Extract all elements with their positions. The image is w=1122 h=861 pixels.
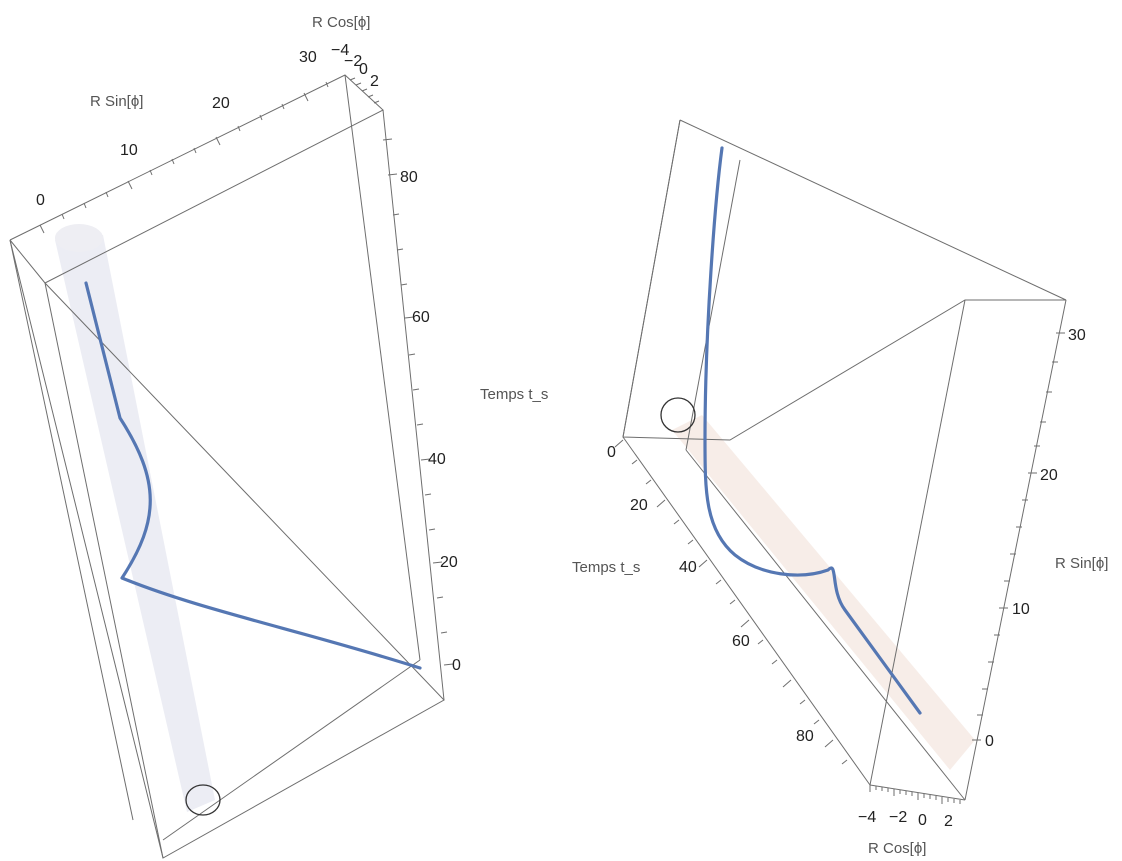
right-rsin-label: R Sin[ϕ] bbox=[1055, 555, 1108, 572]
left-time-tick-label: 20 bbox=[440, 554, 458, 571]
left-rsin-tick-label: 20 bbox=[212, 95, 230, 112]
left-time-tick-label: 0 bbox=[452, 657, 461, 674]
left-box-top bbox=[9, 74, 384, 284]
right-time-label: Temps t_s bbox=[572, 559, 640, 576]
left-bottom-ring bbox=[185, 784, 221, 816]
left-rsin-label: R Sin[ϕ] bbox=[90, 93, 143, 110]
left-time-tick-label: 40 bbox=[428, 451, 446, 468]
right-rcos-ticks bbox=[869, 785, 961, 804]
left-rsin-ticks bbox=[39, 81, 329, 234]
left-rcos-ticks bbox=[349, 77, 380, 104]
right-time-tick-label: 40 bbox=[679, 559, 697, 576]
left-rsin-tick-label: 10 bbox=[120, 142, 138, 159]
left-time-tick-label: 80 bbox=[400, 169, 418, 186]
left-rcos-tick-label: 2 bbox=[370, 73, 379, 90]
right-rcos-label: R Cos[ϕ] bbox=[868, 840, 926, 857]
right-rsin-tick-label: 0 bbox=[985, 733, 994, 750]
right-cylinder bbox=[672, 415, 975, 770]
right-rcos-tick-label: 0 bbox=[918, 812, 927, 829]
right-time-tick-label: 60 bbox=[732, 633, 750, 650]
left-cylinder bbox=[55, 235, 215, 812]
left-rsin-tick-label: 0 bbox=[36, 192, 45, 209]
left-time-label: Temps t_s bbox=[480, 386, 548, 403]
right-rcos-tick-label: −2 bbox=[889, 809, 907, 826]
left-rcos-label: R Cos[ϕ] bbox=[312, 14, 370, 31]
left-rcos-tick-label: 0 bbox=[359, 61, 368, 78]
right-plot: Temps t_s R Sin[ϕ] R Cos[ϕ] 0 20 40 60 8… bbox=[572, 119, 1108, 857]
left-trajectory bbox=[84, 281, 422, 670]
left-rsin-tick-label: 30 bbox=[299, 49, 317, 66]
right-rsin-tick-label: 10 bbox=[1012, 601, 1030, 618]
left-time-tick-label: 60 bbox=[412, 309, 430, 326]
right-rcos-tick-label: −4 bbox=[858, 809, 876, 826]
right-top-ring bbox=[660, 397, 696, 433]
left-cylinder-top bbox=[55, 224, 103, 252]
right-rsin-tick-label: 20 bbox=[1040, 467, 1058, 484]
left-time-ticks bbox=[382, 138, 454, 666]
right-time-tick-label: 80 bbox=[796, 728, 814, 745]
right-rsin-ticks bbox=[972, 332, 1065, 741]
left-rcos-tick-label: −2 bbox=[344, 53, 362, 70]
left-rcos-tick-label: −4 bbox=[331, 42, 349, 59]
right-rcos-tick-label: 2 bbox=[944, 813, 953, 830]
right-rsin-tick-label: 30 bbox=[1068, 327, 1086, 344]
right-time-tick-label: 20 bbox=[630, 497, 648, 514]
right-time-ticks bbox=[614, 439, 848, 765]
right-trajectory bbox=[703, 146, 922, 715]
right-box-outline bbox=[622, 119, 1067, 441]
left-plot: R Sin[ϕ] R Cos[ϕ] Temps t_s 0 10 20 30 −… bbox=[9, 14, 548, 859]
right-time-tick-label: 0 bbox=[607, 444, 616, 461]
